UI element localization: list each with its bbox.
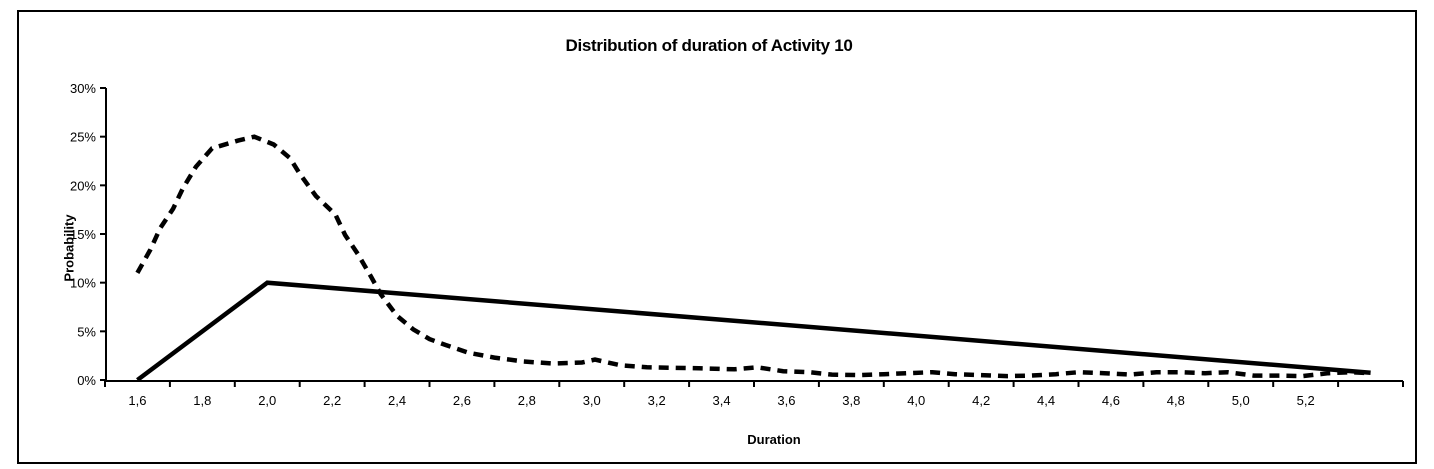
x-tick-label: 2,4 [388, 393, 406, 408]
x-tick-label: 4,2 [972, 393, 990, 408]
chart-title: Distribution of duration of Activity 10 [565, 36, 853, 55]
x-axis-title: Duration [747, 432, 801, 447]
x-tick-label: 3,4 [713, 393, 731, 408]
x-tick-label: 2,6 [453, 393, 471, 408]
x-tick-label: 5,2 [1297, 393, 1315, 408]
y-tick-label: 0% [77, 373, 96, 388]
x-tick-label: 4,0 [907, 393, 925, 408]
x-tick-label: 5,0 [1232, 393, 1250, 408]
x-tick-label: 1,8 [193, 393, 211, 408]
y-tick-label: 20% [70, 178, 96, 193]
x-tick-label: 3,6 [777, 393, 795, 408]
x-tick-label: 2,2 [323, 393, 341, 408]
x-tick-label: 1,6 [128, 393, 146, 408]
x-tick-label: 4,6 [1102, 393, 1120, 408]
y-tick-label: 15% [70, 227, 96, 242]
dashed-distribution-line [135, 134, 1371, 379]
y-tick-label: 5% [77, 324, 96, 339]
x-tick-label: 3,8 [842, 393, 860, 408]
x-tick-label: 4,4 [1037, 393, 1055, 408]
x-tick-label: 3,0 [583, 393, 601, 408]
x-tick-label: 3,2 [648, 393, 666, 408]
y-tick-label: 30% [70, 81, 96, 96]
solid-triangular-distribution-line [136, 280, 1371, 382]
x-tick-label: 2,8 [518, 393, 536, 408]
chart-frame: Distribution of duration of Activity 10 … [17, 10, 1417, 464]
y-tick-label: 10% [70, 276, 96, 291]
x-tick-label: 2,0 [258, 393, 276, 408]
x-tick-label: 4,8 [1167, 393, 1185, 408]
y-tick-label: 25% [70, 130, 96, 145]
